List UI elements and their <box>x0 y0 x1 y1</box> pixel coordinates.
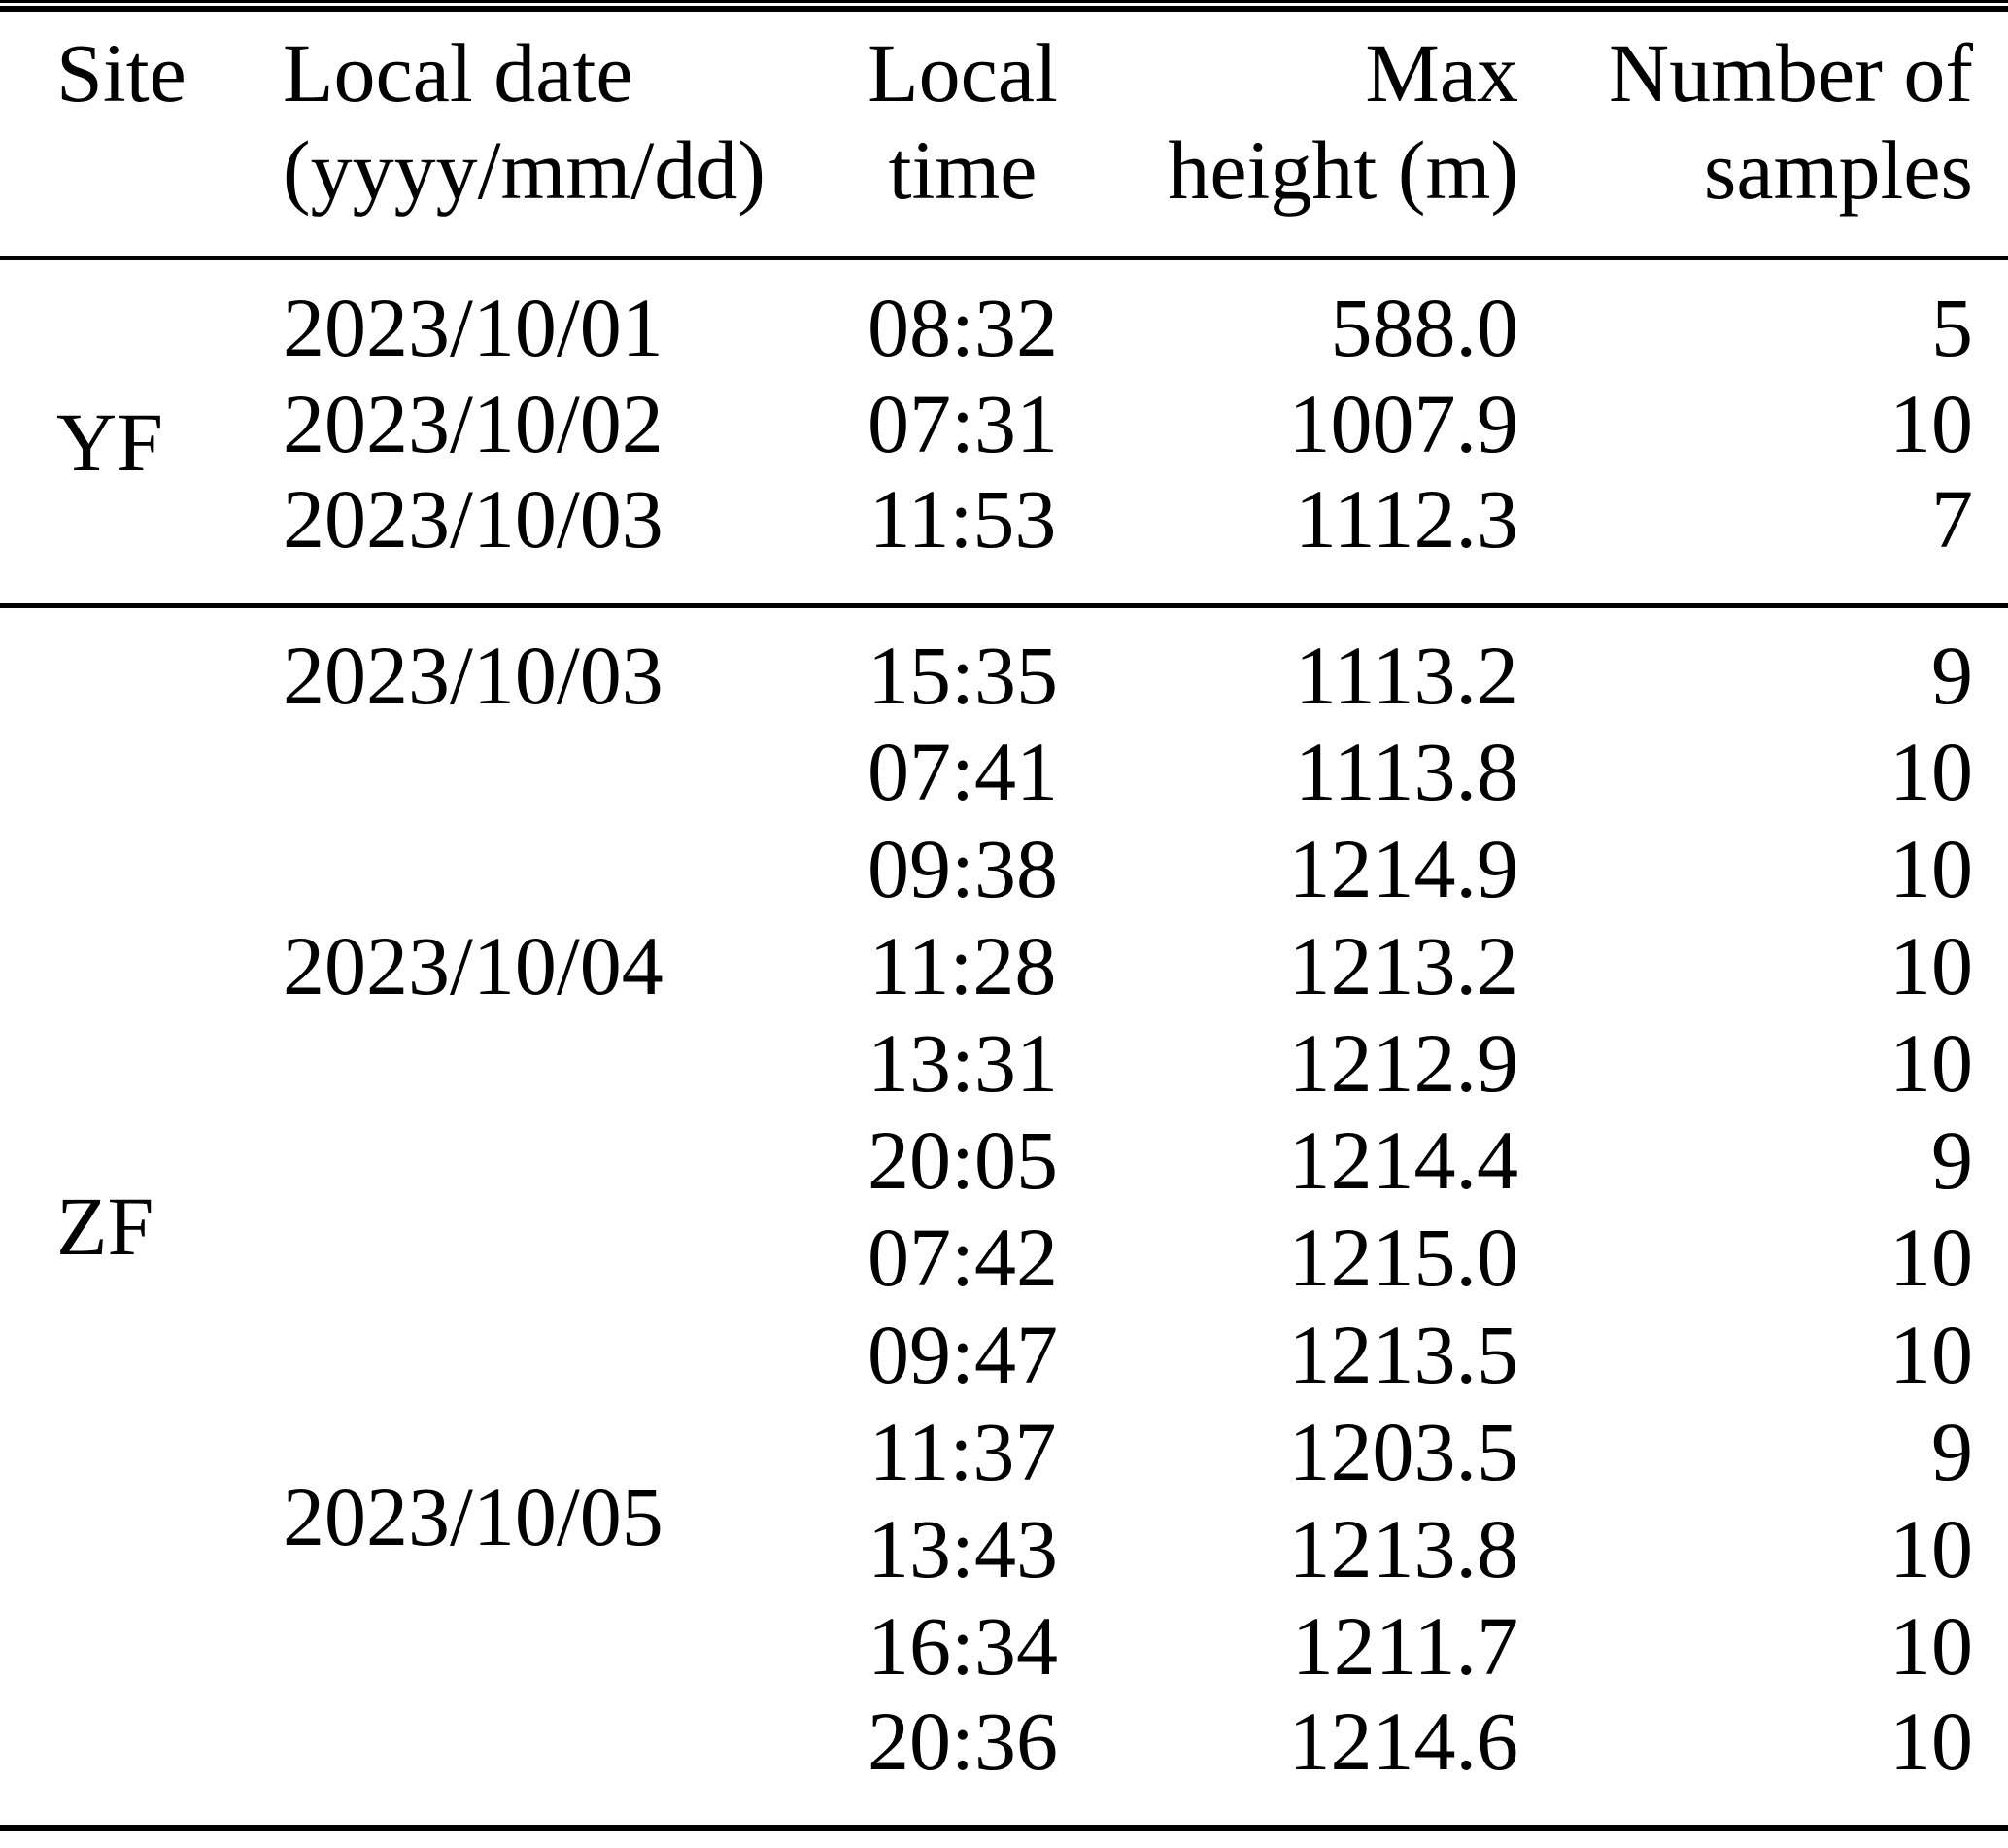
date-cell: 2023/10/03 <box>283 472 664 566</box>
table-row: 2023/10/03 11:53 1112.3 7 <box>0 472 2008 606</box>
table-row: 2023/10/05 07:42 1215.0 10 <box>0 1209 2008 1558</box>
table-header: Site Local date (yyyy/mm/dd) Local time … <box>0 9 2008 260</box>
time-cell: 07:31 <box>868 376 1058 470</box>
col-header-local-time: Local time <box>773 9 1152 260</box>
samples-cell: 10 <box>1889 724 1973 818</box>
col-header-local-date: Local date (yyyy/mm/dd) <box>283 9 773 260</box>
height-cell: 1213.2 <box>1288 918 1519 1012</box>
measurements-table: Site Local date (yyyy/mm/dd) Local time … <box>0 6 2008 1831</box>
table-row: 11:37 1203.5 9 <box>0 1403 2008 1500</box>
header-samples-line1: Number of <box>1609 26 1973 120</box>
table-row: 13:43 1213.8 10 <box>0 1500 2008 1597</box>
header-date-line2: (yyyy/mm/dd) <box>283 123 766 217</box>
date-cell: 2023/10/03 <box>283 628 664 722</box>
time-cell: 15:35 <box>868 628 1058 722</box>
height-cell: 1007.9 <box>1288 376 1519 470</box>
header-date-line1: Local date <box>283 26 633 120</box>
date-cell: 2023/10/04 <box>283 918 664 1012</box>
time-cell: 20:05 <box>868 1112 1058 1207</box>
samples-cell: 9 <box>1931 628 1973 722</box>
samples-cell: 10 <box>1889 1307 1973 1401</box>
time-cell: 07:42 <box>868 1210 1058 1304</box>
table-row: 20:05 1214.4 9 <box>0 1112 2008 1209</box>
samples-cell: 10 <box>1889 1015 1973 1110</box>
table-row: 20:36 1214.6 10 <box>0 1694 2008 1829</box>
samples-cell: 10 <box>1889 1694 1973 1788</box>
height-cell: 1214.6 <box>1288 1694 1519 1788</box>
time-cell: 16:34 <box>868 1598 1058 1693</box>
time-cell: 09:47 <box>868 1307 1058 1401</box>
time-cell: 11:37 <box>868 1404 1057 1498</box>
site-group-zf: ZF 2023/10/03 15:35 1113.2 9 2023/10/04 07:41 1… <box>0 606 2008 1829</box>
time-cell: 08:32 <box>868 280 1058 374</box>
samples-cell: 10 <box>1889 1501 1973 1595</box>
top-rule-gap <box>0 3 2008 6</box>
table-row: 2023/10/02 07:31 1007.9 10 <box>0 375 2008 472</box>
height-cell: 1112.3 <box>1294 472 1518 566</box>
header-time-line2: time <box>888 123 1038 217</box>
time-cell: 13:43 <box>868 1501 1058 1595</box>
samples-cell: 5 <box>1931 280 1973 374</box>
samples-cell: 7 <box>1931 472 1973 566</box>
samples-cell: 10 <box>1889 1210 1973 1304</box>
height-cell: 1214.9 <box>1288 821 1519 915</box>
date-cell: 2023/10/01 <box>283 280 664 374</box>
time-cell: 07:41 <box>868 724 1058 818</box>
table-row: 09:38 1214.9 10 <box>0 820 2008 917</box>
table-row: 11:28 1213.2 10 <box>0 917 2008 1014</box>
height-cell: 1212.9 <box>1288 1015 1519 1110</box>
header-height-line1: Max <box>1365 26 1518 120</box>
top-rule-thin <box>0 0 2008 3</box>
height-cell: 1214.4 <box>1288 1112 1519 1207</box>
time-cell: 11:28 <box>868 918 1057 1012</box>
height-cell: 1213.8 <box>1288 1501 1519 1595</box>
height-cell: 1215.0 <box>1288 1210 1519 1304</box>
height-cell: 588.0 <box>1330 280 1519 374</box>
time-cell: 13:31 <box>868 1015 1058 1110</box>
height-cell: 1211.7 <box>1291 1598 1518 1693</box>
samples-cell: 9 <box>1931 1112 1973 1207</box>
samples-cell: 10 <box>1889 821 1973 915</box>
site-cell: YF <box>56 394 163 489</box>
site-group-yf: YF 2023/10/01 08:32 588.0 5 2023/10/02 07:31 10… <box>0 258 2008 606</box>
date-cell: 2023/10/05 <box>283 1469 664 1563</box>
samples-cell: 10 <box>1889 918 1973 1012</box>
samples-cell: 10 <box>1889 376 1973 470</box>
date-cell: 2023/10/02 <box>283 376 664 470</box>
header-row: Site Local date (yyyy/mm/dd) Local time … <box>0 9 2008 260</box>
header-time-line1: Local <box>868 26 1058 120</box>
height-cell: 1213.5 <box>1288 1307 1519 1401</box>
col-header-site: Site <box>0 9 283 260</box>
site-cell: ZF <box>56 1180 154 1273</box>
header-samples-line2: samples <box>1703 123 1973 217</box>
table-row: 13:31 1212.9 10 <box>0 1014 2008 1112</box>
col-header-num-samples: Number of samples <box>1530 9 2008 260</box>
time-cell: 20:36 <box>868 1694 1058 1788</box>
samples-cell: 10 <box>1889 1598 1973 1693</box>
table-row: 2023/10/04 07:41 1113.8 10 <box>0 723 2008 1008</box>
time-cell: 11:53 <box>868 472 1057 566</box>
table-row: ZF 2023/10/03 15:35 1113.2 9 <box>0 606 2008 1268</box>
height-cell: 1113.2 <box>1294 628 1518 722</box>
samples-cell: 9 <box>1931 1404 1973 1498</box>
header-height-line2: height (m) <box>1168 123 1518 217</box>
height-cell: 1203.5 <box>1288 1404 1519 1498</box>
time-cell: 09:38 <box>868 821 1058 915</box>
table-row: 09:47 1213.5 10 <box>0 1306 2008 1403</box>
header-site-line1: Site <box>56 26 187 120</box>
col-header-max-height: Max height (m) <box>1152 9 1530 260</box>
table-row: YF 2023/10/01 08:32 588.0 5 <box>0 258 2008 484</box>
table-row: 16:34 1211.7 10 <box>0 1597 2008 1694</box>
height-cell: 1113.8 <box>1294 724 1518 818</box>
